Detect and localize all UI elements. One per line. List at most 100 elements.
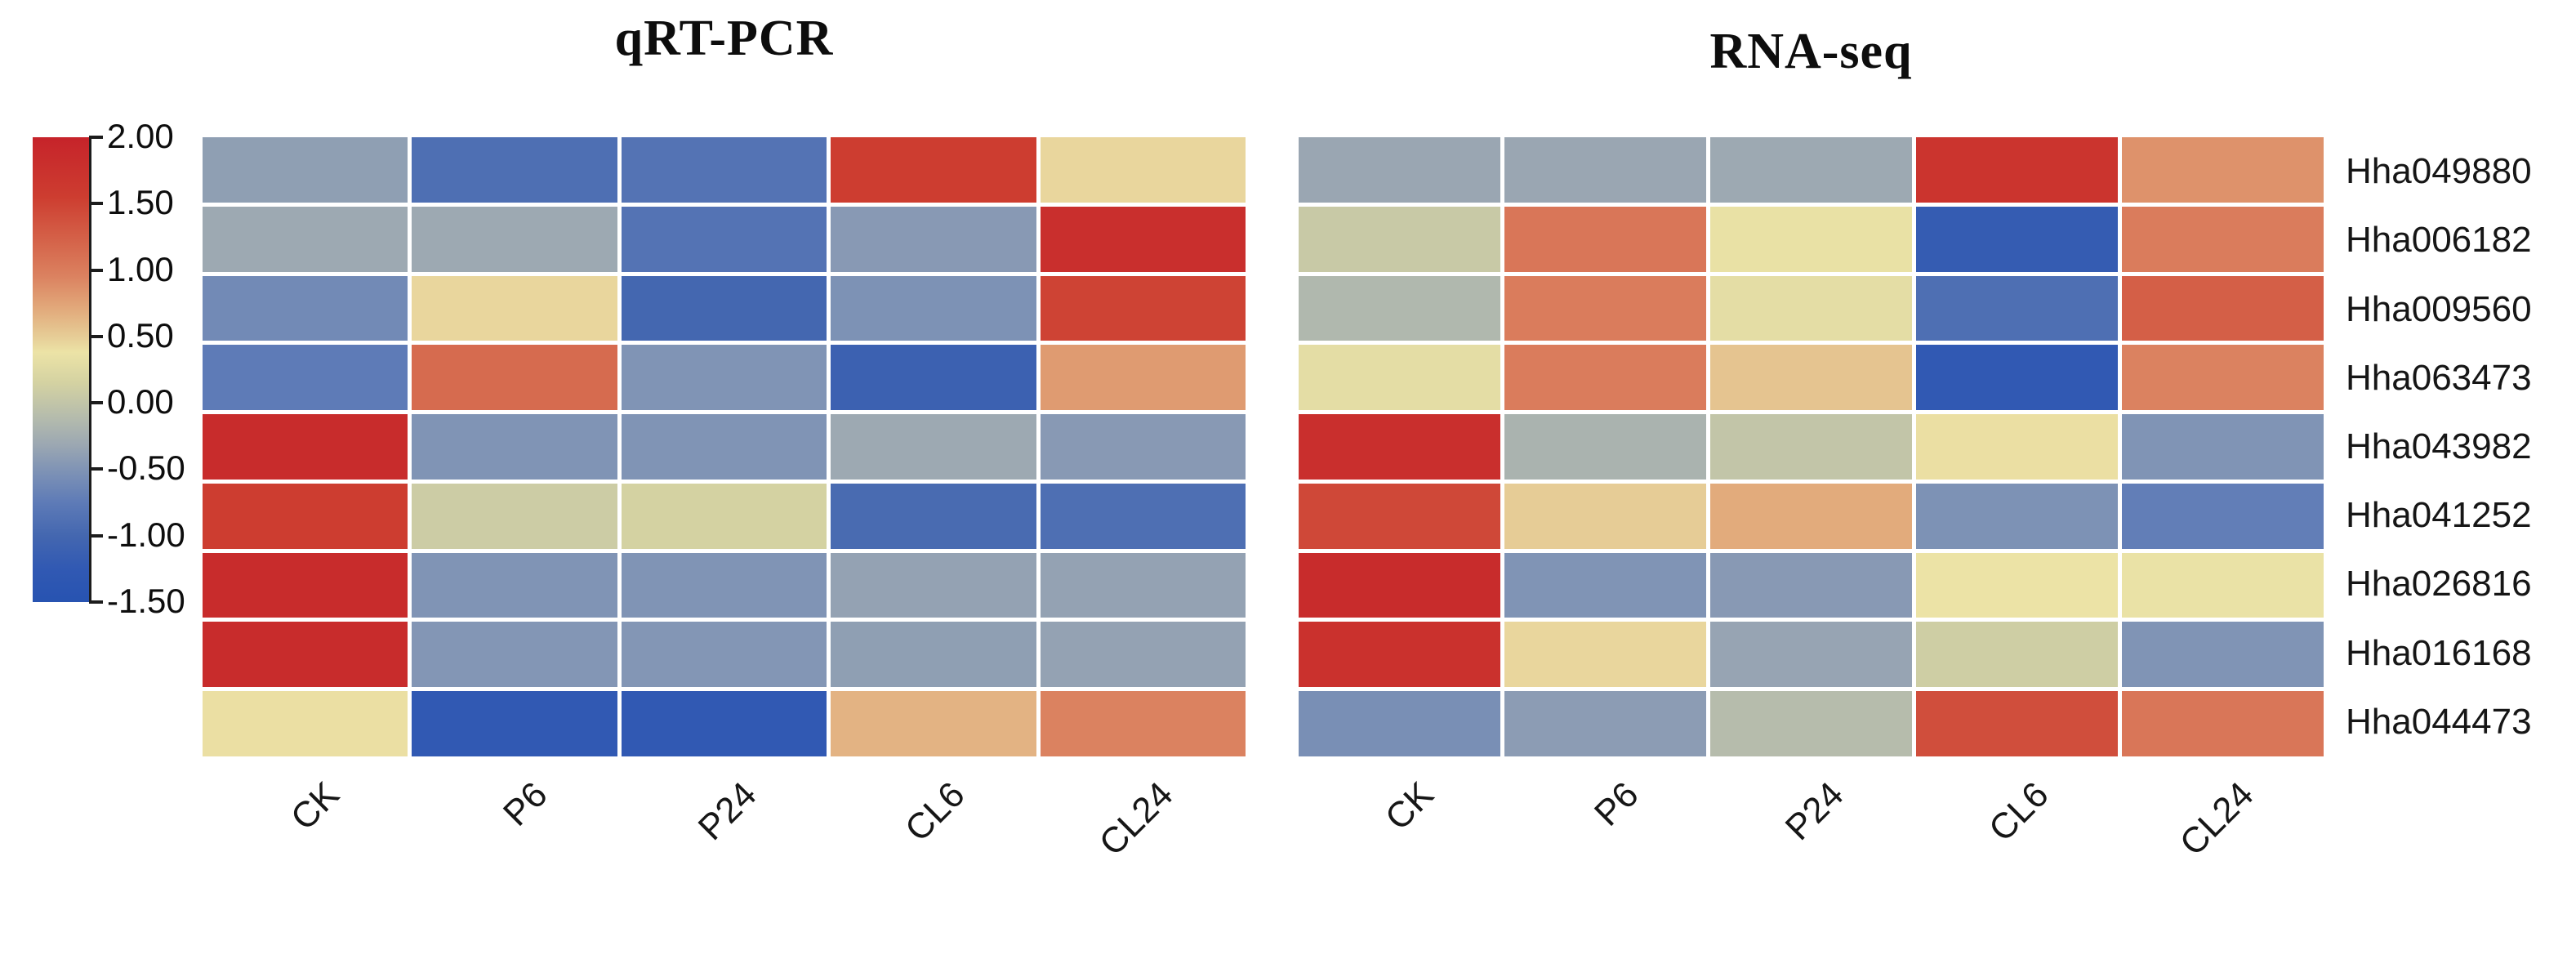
heatmap-cell-Hha026816-CK bbox=[1299, 552, 1500, 618]
colorbar-tick-label: 0.50 bbox=[107, 315, 174, 355]
heatmap-cell-Hha026816-CK bbox=[203, 552, 408, 618]
heatmap-cell-Hha026816-CL24 bbox=[1040, 552, 1246, 618]
heatmap-cell-Hha016168-CK bbox=[203, 622, 408, 688]
column-label-qrt-CL6: CL6 bbox=[897, 774, 973, 850]
heatmap-cell-Hha063473-CL24 bbox=[1040, 345, 1246, 411]
heatmap-cell-Hha043982-CL6 bbox=[831, 414, 1036, 480]
heatmap-cell-Hha044473-CK bbox=[1299, 691, 1500, 756]
heatmap-cell-Hha026816-CL24 bbox=[2122, 552, 2324, 618]
heatmap-cell-Hha009560-CK bbox=[203, 275, 408, 341]
heatmap-cell-Hha016168-CL6 bbox=[1916, 622, 2118, 688]
heatmap-cell-Hha041252-CL6 bbox=[831, 483, 1036, 549]
heatmap-cell-Hha026816-P6 bbox=[412, 552, 617, 618]
column-label-qrt-P24: P24 bbox=[690, 774, 764, 849]
heatmap-cell-Hha049880-P24 bbox=[1710, 137, 1912, 203]
heatmap-cell-Hha006182-CL6 bbox=[1916, 206, 2118, 272]
column-label-rna-CL6: CL6 bbox=[1981, 774, 2057, 850]
row-label-Hha016168: Hha016168 bbox=[2346, 632, 2532, 673]
row-label-Hha063473: Hha063473 bbox=[2346, 357, 2532, 398]
heatmap-cell-Hha041252-P24 bbox=[1710, 483, 1912, 549]
colorbar-tick bbox=[89, 334, 103, 338]
heatmap-cell-Hha009560-P6 bbox=[412, 275, 617, 341]
row-label-Hha041252: Hha041252 bbox=[2346, 495, 2532, 536]
heatmap-cell-Hha009560-P6 bbox=[1504, 275, 1706, 341]
heatmap-cell-Hha044473-P6 bbox=[412, 691, 617, 756]
heatmap-cell-Hha006182-CK bbox=[1299, 206, 1500, 272]
rna-seq-title: RNA-seq bbox=[1709, 24, 1913, 79]
heatmap-cell-Hha016168-CL24 bbox=[1040, 622, 1246, 688]
heatmap-cell-Hha063473-P6 bbox=[1504, 345, 1706, 411]
heatmap-cell-Hha041252-CK bbox=[1299, 483, 1500, 549]
heatmap-cell-Hha006182-CK bbox=[203, 206, 408, 272]
heatmap-cell-Hha044473-CK bbox=[203, 691, 408, 756]
heatmap-cell-Hha026816-P6 bbox=[1504, 552, 1706, 618]
heatmap-cell-Hha016168-P6 bbox=[1504, 622, 1706, 688]
heatmap-cell-Hha043982-P6 bbox=[1504, 414, 1706, 480]
heatmap-cell-Hha063473-CL24 bbox=[2122, 345, 2324, 411]
heatmap-cell-Hha049880-CL24 bbox=[2122, 137, 2324, 203]
row-label-Hha006182: Hha006182 bbox=[2346, 220, 2532, 261]
heatmap-cell-Hha044473-P24 bbox=[621, 691, 827, 756]
colorbar-axis-line bbox=[89, 136, 91, 604]
column-label-qrt-CK: CK bbox=[283, 774, 347, 838]
heatmap-cell-Hha063473-CK bbox=[1299, 345, 1500, 411]
heatmap-cell-Hha016168-P24 bbox=[621, 622, 827, 688]
column-label-rna-CL24: CL24 bbox=[2172, 774, 2262, 864]
heatmap-cell-Hha009560-P24 bbox=[621, 275, 827, 341]
heatmap-cell-Hha009560-CL24 bbox=[2122, 275, 2324, 341]
heatmap-cell-Hha041252-P24 bbox=[621, 483, 827, 549]
row-label-Hha049880: Hha049880 bbox=[2346, 151, 2532, 192]
heatmap-cell-Hha043982-P24 bbox=[1710, 414, 1912, 480]
colorbar-tick bbox=[89, 533, 103, 538]
column-label-rna-P6: P6 bbox=[1586, 774, 1647, 834]
heatmap-cell-Hha026816-CL6 bbox=[1916, 552, 2118, 618]
heatmap-cell-Hha044473-CL6 bbox=[1916, 691, 2118, 756]
heatmap-cell-Hha016168-P24 bbox=[1710, 622, 1912, 688]
heatmap-cell-Hha041252-P6 bbox=[412, 483, 617, 549]
heatmap-cell-Hha049880-CL6 bbox=[1916, 137, 2118, 203]
heatmap-cell-Hha044473-CL6 bbox=[831, 691, 1036, 756]
heatmap-cell-Hha063473-CL6 bbox=[1916, 345, 2118, 411]
heatmap-cell-Hha043982-CL6 bbox=[1916, 414, 2118, 480]
colorbar-tick bbox=[89, 136, 103, 139]
heatmap-cell-Hha044473-P24 bbox=[1710, 691, 1912, 756]
heatmap-cell-Hha006182-P6 bbox=[412, 206, 617, 272]
colorbar-tick-label: -1.50 bbox=[107, 582, 185, 621]
heatmap-cell-Hha043982-P6 bbox=[412, 414, 617, 480]
heatmap-cell-Hha049880-P6 bbox=[412, 137, 617, 203]
column-label-qrt-CL24: CL24 bbox=[1091, 774, 1181, 864]
heatmap-cell-Hha009560-CK bbox=[1299, 275, 1500, 341]
heatmap-cell-Hha026816-P24 bbox=[1710, 552, 1912, 618]
column-label-qrt-P6: P6 bbox=[496, 774, 555, 834]
column-label-rna-P24: P24 bbox=[1777, 774, 1852, 849]
heatmap-cell-Hha006182-P24 bbox=[1710, 206, 1912, 272]
heatmap-cell-Hha006182-CL6 bbox=[831, 206, 1036, 272]
qrt-pcr-title: qRT-PCR bbox=[614, 11, 834, 66]
colorbar-tick-label: 1.50 bbox=[107, 183, 174, 222]
colorbar-tick bbox=[89, 600, 103, 604]
heatmap-cell-Hha043982-CL24 bbox=[2122, 414, 2324, 480]
heatmap-cell-Hha049880-P24 bbox=[621, 137, 827, 203]
heatmap-cell-Hha049880-CL24 bbox=[1040, 137, 1246, 203]
colorbar-gradient bbox=[33, 137, 90, 602]
colorbar-tick bbox=[89, 401, 103, 405]
heatmap-cell-Hha044473-P6 bbox=[1504, 691, 1706, 756]
heatmap-cell-Hha049880-P6 bbox=[1504, 137, 1706, 203]
heatmap-cell-Hha006182-P6 bbox=[1504, 206, 1706, 272]
heatmap-cell-Hha044473-CL24 bbox=[1040, 691, 1246, 756]
heatmap-cell-Hha043982-CK bbox=[203, 414, 408, 480]
heatmap-cell-Hha016168-CL24 bbox=[2122, 622, 2324, 688]
heatmap-cell-Hha063473-CK bbox=[203, 345, 408, 411]
figure-canvas: { "figure": { "background": "#ffffff", "… bbox=[33, 11, 2532, 864]
heatmap-cell-Hha063473-CL6 bbox=[831, 345, 1036, 411]
heatmap-cell-Hha044473-CL24 bbox=[2122, 691, 2324, 756]
heatmap-rna-seq bbox=[1299, 137, 2324, 756]
colorbar-tick-label: 0.00 bbox=[107, 382, 174, 422]
heatmap-cell-Hha016168-CK bbox=[1299, 622, 1500, 688]
heatmap-cell-Hha009560-P24 bbox=[1710, 275, 1912, 341]
heatmap-cell-Hha009560-CL6 bbox=[831, 275, 1036, 341]
heatmap-cell-Hha006182-CL24 bbox=[2122, 206, 2324, 272]
heatmap-cell-Hha043982-CL24 bbox=[1040, 414, 1246, 480]
heatmap-qrt-pcr bbox=[203, 137, 1246, 756]
heatmap-cell-Hha041252-CL24 bbox=[1040, 483, 1246, 549]
